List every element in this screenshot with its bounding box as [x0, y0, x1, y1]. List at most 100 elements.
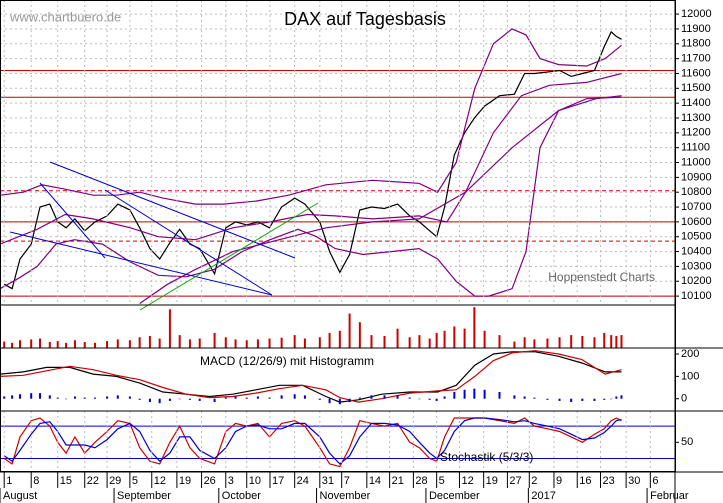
volume-bar — [30, 339, 33, 348]
x-tick-label: 31 — [322, 475, 334, 487]
y-tick-label: 10800 — [681, 186, 712, 198]
volume-bar — [318, 337, 321, 348]
volume-bar — [570, 335, 573, 348]
histogram-bar — [256, 396, 259, 399]
histogram-bar — [533, 397, 536, 399]
volume-bar — [435, 332, 438, 348]
histogram-bar — [56, 397, 59, 399]
x-tick-label: 23 — [603, 475, 615, 487]
histogram-bar — [293, 394, 296, 399]
histogram-bar — [558, 398, 561, 401]
histogram-bar — [383, 395, 386, 399]
data-line — [0, 72, 622, 245]
y-tick-label: 10600 — [681, 216, 712, 228]
volume-bar — [178, 335, 181, 348]
histogram-bar — [328, 398, 331, 404]
volume-bar — [473, 307, 476, 348]
volume-bar — [546, 338, 549, 348]
x-tick-label: 22 — [87, 475, 99, 487]
x-tick-label: 29 — [109, 475, 121, 487]
histogram-bar — [408, 397, 411, 399]
x-tick-label: 16 — [579, 475, 591, 487]
y-tick-label: 11300 — [681, 112, 711, 124]
watermark: www.chartbuero.de — [9, 9, 121, 24]
x-tick-label: 26 — [204, 475, 216, 487]
histogram-bar — [435, 398, 438, 401]
y-tick-label: 11200 — [681, 127, 711, 139]
y-tick-label: 100 — [681, 370, 699, 382]
volume-bar — [498, 335, 501, 348]
histogram-bar — [73, 396, 76, 399]
histogram-bar — [396, 395, 399, 399]
volume-bar — [523, 337, 526, 348]
histogram-bar — [615, 396, 618, 399]
histogram-bar — [198, 398, 201, 401]
histogram-bar — [620, 395, 623, 399]
volume-bar — [73, 340, 76, 348]
histogram-bar — [65, 398, 68, 400]
y-tick-label: 200 — [681, 348, 699, 360]
histogram-bar — [513, 395, 516, 399]
histogram-bar — [39, 393, 42, 399]
volume-bar — [116, 339, 119, 348]
histogram-bar — [280, 395, 283, 399]
volume-bar — [213, 332, 216, 348]
histogram-bar — [338, 398, 341, 405]
volume-bar — [348, 313, 351, 348]
histogram-bar — [158, 398, 161, 404]
volume-bar — [558, 337, 561, 348]
volume-bar — [188, 339, 191, 348]
data-line — [0, 350, 622, 403]
volume-bar — [418, 335, 421, 348]
histogram-bar — [148, 398, 151, 403]
histogram-bar — [318, 398, 321, 400]
data-line — [3, 417, 622, 465]
data-line — [3, 30, 622, 290]
y-tick-label: 10500 — [681, 231, 712, 243]
x-tick-label: 8 — [33, 475, 39, 487]
volume-bar — [370, 335, 373, 348]
histogram-bar — [106, 396, 109, 399]
panel-title: MACD (12/26/9) mit Histogramm — [200, 354, 374, 368]
histogram-bar — [603, 398, 606, 400]
y-tick-label: 11000 — [681, 156, 711, 168]
histogram-bar — [30, 393, 33, 399]
y-tick-label: 10400 — [681, 245, 712, 257]
histogram-bar — [19, 394, 22, 399]
x-tick-label: 6 — [652, 475, 658, 487]
y-tick-label: 11400 — [681, 97, 711, 109]
y-tick-label: 11700 — [681, 53, 711, 65]
histogram-bar — [593, 398, 596, 401]
volume-bar — [234, 339, 237, 348]
volume-bar — [593, 337, 596, 348]
volume-bar — [48, 341, 51, 348]
x-tick-label: 28 — [415, 475, 427, 487]
volume-bar — [256, 339, 259, 348]
volume-bar — [148, 335, 151, 348]
data-line — [3, 417, 622, 468]
volume-bar — [158, 338, 161, 348]
x-tick-label: 17 — [272, 475, 284, 487]
y-tick-label: 11800 — [681, 38, 711, 50]
x-tick-label: 12 — [461, 475, 473, 487]
histogram-bar — [418, 398, 421, 400]
histogram-bar — [498, 392, 501, 399]
histogram-bar — [138, 398, 141, 400]
volume-bar — [328, 332, 331, 348]
histogram-bar — [570, 398, 573, 403]
y-tick-label: 10300 — [681, 260, 712, 272]
x-tick-label: 30 — [628, 475, 640, 487]
histogram-bar — [224, 397, 227, 399]
volume-bar — [280, 337, 283, 348]
histogram-bar — [463, 389, 466, 399]
trend-line — [9, 231, 273, 296]
histogram-bar — [523, 396, 526, 399]
histogram-bar — [453, 392, 456, 399]
volume-bar — [383, 335, 386, 348]
histogram-bar — [245, 397, 248, 399]
histogram-bar — [234, 396, 237, 399]
histogram-bar — [83, 397, 86, 399]
volume-bar — [443, 330, 446, 348]
x-tick-label: 2 — [531, 475, 537, 487]
